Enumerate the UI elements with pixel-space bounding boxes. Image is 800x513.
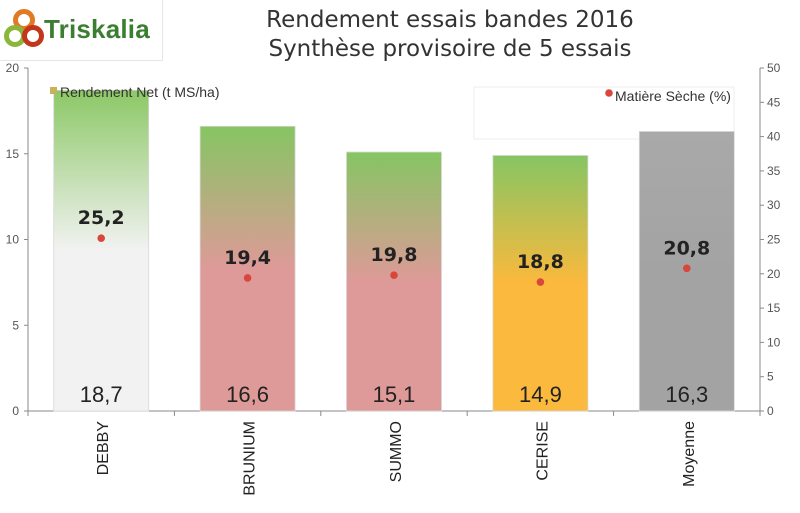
legend-bar-label: Rendement Net (t MS/ha): [60, 84, 220, 100]
y-right-tick-label: 25: [767, 233, 781, 247]
category-label: SUMMO: [388, 421, 405, 482]
legend-point-marker: [605, 89, 613, 97]
y-right-tick-label: 35: [767, 164, 781, 178]
y-right-tick-label: 0: [767, 404, 774, 418]
y-left-tick-label: 10: [6, 233, 20, 247]
point-value-label: 18,8: [517, 251, 564, 273]
bar-value-label: 18,7: [80, 382, 123, 407]
bar-value-label: 16,6: [226, 382, 269, 407]
bar-debby: [53, 89, 150, 412]
chart-title: Rendement essais bandes 2016: [266, 7, 634, 33]
bar-value-label: 14,9: [519, 382, 562, 407]
point-value-label: 19,4: [224, 247, 271, 269]
y-right-tick-label: 20: [767, 267, 781, 281]
point-matiere-seche: [97, 234, 105, 242]
point-value-label: 25,2: [78, 207, 125, 229]
bar-value-label: 15,1: [373, 382, 416, 407]
chart-title-block: Rendement essais bandes 2016 Synthèse pr…: [190, 6, 710, 64]
triskalia-logo: Triskalia: [0, 0, 163, 61]
y-left-tick-label: 0: [12, 404, 19, 418]
legend-bar-swatch: [50, 87, 57, 94]
bar-summo: [346, 151, 442, 412]
legend-box: [473, 86, 735, 140]
category-label: Moyenne: [681, 421, 698, 487]
y-right-tick-label: 5: [767, 370, 774, 384]
category-label: BRUNIUM: [242, 421, 259, 496]
point-matiere-seche: [536, 278, 545, 286]
point-value-label: 19,8: [371, 244, 418, 266]
triskalia-trefoil-icon: [4, 9, 44, 47]
bar-value-label: 16,3: [665, 382, 708, 407]
y-left-tick-label: 20: [6, 61, 20, 75]
category-label: DEBBY: [95, 421, 112, 476]
point-value-label: 20,8: [663, 237, 710, 259]
y-right-tick-label: 30: [767, 198, 781, 212]
y-right-tick-label: 40: [767, 130, 781, 144]
chart-subtitle: Synthèse provisoire de 5 essais: [268, 36, 632, 62]
point-matiere-seche: [683, 264, 691, 273]
y-right-tick-label: 15: [767, 301, 781, 315]
y-left-tick-label: 15: [6, 147, 20, 161]
point-matiere-seche: [390, 271, 398, 279]
bar-cerise: [492, 155, 589, 412]
logo-text: Triskalia: [44, 14, 150, 44]
legend-point-label: Matière Sèche (%): [615, 88, 731, 104]
category-label: CERISE: [534, 421, 551, 481]
y-right-tick-label: 45: [767, 95, 781, 109]
y-left-tick-label: 5: [12, 318, 19, 332]
y-right-tick-label: 50: [767, 61, 781, 75]
bar-brunium: [199, 125, 296, 412]
y-right-tick-label: 10: [767, 335, 781, 349]
point-matiere-seche: [243, 274, 252, 282]
